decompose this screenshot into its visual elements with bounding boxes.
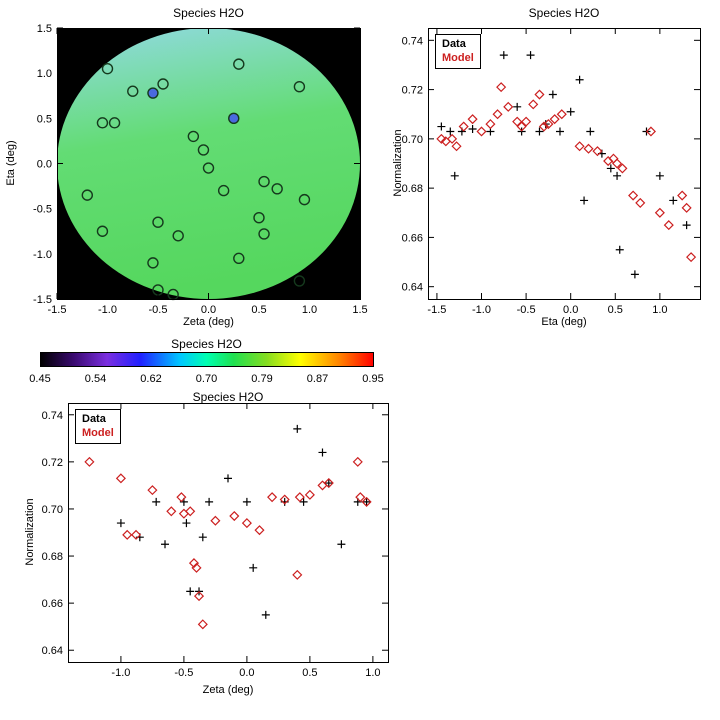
svg-text:0.74: 0.74 bbox=[42, 410, 63, 422]
svg-text:-1.0: -1.0 bbox=[33, 249, 52, 261]
zeta-plot-canvas: -1.0 -0.5 0.0 0.5 1.0 0.64 0.66 0.68 0.70 0.72 0.7… bbox=[42, 403, 389, 679]
svg-text:1.5: 1.5 bbox=[37, 23, 52, 35]
svg-text:0.0: 0.0 bbox=[37, 159, 52, 171]
svg-text:0.0: 0.0 bbox=[563, 304, 578, 316]
highlighted-aperture-marker bbox=[228, 112, 240, 125]
eta-plot-legend: Data Model bbox=[435, 34, 481, 69]
colorbar-canvas: 0.45 0.54 0.62 0.70 0.79 0.87 0.95 bbox=[29, 352, 384, 385]
zeta-plot-xlabel: Zeta (deg) bbox=[202, 684, 254, 696]
svg-text:-0.5: -0.5 bbox=[517, 304, 536, 316]
svg-text:0.64: 0.64 bbox=[42, 645, 63, 657]
legend-model-label: Model bbox=[442, 52, 474, 64]
aperture-markers bbox=[81, 58, 311, 301]
colorbar-title: Species H2O bbox=[171, 337, 242, 351]
svg-text:0.45: 0.45 bbox=[29, 373, 50, 385]
svg-text:0.79: 0.79 bbox=[251, 373, 272, 385]
svg-text:-1.5: -1.5 bbox=[427, 304, 446, 316]
map-panel: -1.5 -1.0 -0.5 0.0 0.5 1.0 1.5 -1.5 -1.0 -0.5 0.0 0… bbox=[0, 0, 400, 335]
svg-text:0.72: 0.72 bbox=[402, 85, 423, 97]
svg-text:1.0: 1.0 bbox=[652, 304, 667, 316]
zeta-scatter-panel: -1.0 -0.5 0.0 0.5 1.0 0.64 0.66 0.68 0.70 0.72 0.7… bbox=[0, 390, 400, 720]
zeta-plot-title: Species H2O bbox=[192, 390, 264, 404]
axes-frame bbox=[68, 403, 389, 663]
colorbar-tick-labels: 0.45 0.54 0.62 0.70 0.79 0.87 0.95 bbox=[29, 373, 383, 385]
svg-text:1.0: 1.0 bbox=[365, 667, 380, 679]
svg-text:0.70: 0.70 bbox=[402, 134, 423, 146]
svg-text:0.72: 0.72 bbox=[42, 457, 63, 469]
series-model bbox=[436, 82, 697, 263]
svg-text:-0.5: -0.5 bbox=[174, 667, 193, 679]
legend-model-label: Model bbox=[82, 427, 114, 439]
eta-plot-canvas: -1.5 -1.0 -0.5 0.0 0.5 1.0 0.64 0.66 0.68 0.70 0.7… bbox=[402, 28, 701, 316]
svg-text:0.5: 0.5 bbox=[37, 113, 52, 125]
axes-frame bbox=[56, 27, 361, 300]
tick-labels: -1.0 -0.5 0.0 0.5 1.0 0.64 0.66 0.68 0.70 0.72 0.7… bbox=[42, 410, 381, 679]
eta-plot-xlabel: Eta (deg) bbox=[541, 316, 587, 328]
tick-labels: -1.5 -1.0 -0.5 0.0 0.5 1.0 1.5 -1.5 -1.0 -0.5 0.0 0… bbox=[33, 23, 368, 316]
svg-text:-0.5: -0.5 bbox=[33, 204, 52, 216]
svg-text:-1.0: -1.0 bbox=[98, 304, 117, 316]
svg-text:0.5: 0.5 bbox=[302, 667, 317, 679]
svg-text:1.0: 1.0 bbox=[302, 304, 317, 316]
zeta-plot-ylabel: Normalization bbox=[24, 498, 36, 566]
legend-data-label: Data bbox=[442, 38, 466, 50]
eta-plot-ylabel: Normalization bbox=[392, 129, 404, 197]
svg-text:0.54: 0.54 bbox=[85, 373, 106, 385]
svg-text:0.64: 0.64 bbox=[402, 282, 423, 294]
map-plot-canvas: -1.5 -1.0 -0.5 0.0 0.5 1.0 1.5 -1.5 -1.0 -0.5 0.0 0… bbox=[33, 23, 368, 316]
zeta-plot-legend: Data Model bbox=[75, 409, 121, 444]
svg-text:-1.5: -1.5 bbox=[33, 294, 52, 306]
svg-text:0.0: 0.0 bbox=[201, 304, 216, 316]
axes-frame bbox=[428, 28, 701, 300]
map-title: Species H2O bbox=[173, 6, 244, 20]
svg-text:1.5: 1.5 bbox=[352, 304, 367, 316]
tick-labels: -1.5 -1.0 -0.5 0.0 0.5 1.0 0.64 0.66 0.68 0.70 0.7… bbox=[402, 35, 668, 316]
svg-text:0.70: 0.70 bbox=[42, 504, 63, 516]
series-data bbox=[110, 424, 371, 619]
colorbar-gradient bbox=[40, 352, 374, 367]
svg-text:0.68: 0.68 bbox=[42, 551, 63, 563]
svg-text:0.87: 0.87 bbox=[307, 373, 328, 385]
map-ylabel: Eta (deg) bbox=[5, 140, 17, 186]
svg-text:1.0: 1.0 bbox=[37, 68, 52, 80]
map-xlabel: Zeta (deg) bbox=[183, 316, 234, 328]
svg-text:0.62: 0.62 bbox=[140, 373, 161, 385]
series-data bbox=[437, 51, 691, 279]
svg-text:-1.0: -1.0 bbox=[111, 667, 130, 679]
eta-plot-title: Species H2O bbox=[528, 6, 600, 20]
svg-text:0.66: 0.66 bbox=[42, 598, 63, 610]
svg-text:0.95: 0.95 bbox=[362, 373, 383, 385]
svg-text:0.70: 0.70 bbox=[196, 373, 217, 385]
svg-text:0.5: 0.5 bbox=[251, 304, 266, 316]
svg-text:-0.5: -0.5 bbox=[149, 304, 168, 316]
colorbar-panel: 0.45 0.54 0.62 0.70 0.79 0.87 0.95 Species H2O bbox=[0, 336, 400, 390]
legend-data-label: Data bbox=[82, 413, 106, 425]
series-model bbox=[84, 456, 372, 630]
svg-text:0.5: 0.5 bbox=[608, 304, 623, 316]
highlighted-aperture-marker bbox=[147, 87, 159, 99]
svg-text:-1.0: -1.0 bbox=[472, 304, 491, 316]
svg-text:0.68: 0.68 bbox=[402, 183, 423, 195]
svg-text:0.0: 0.0 bbox=[239, 667, 254, 679]
svg-text:-1.5: -1.5 bbox=[48, 304, 67, 316]
svg-text:0.74: 0.74 bbox=[402, 35, 423, 47]
eta-scatter-panel: -1.5 -1.0 -0.5 0.0 0.5 1.0 0.64 0.66 0.68 0.70 0.7… bbox=[388, 0, 720, 335]
svg-text:0.66: 0.66 bbox=[402, 232, 423, 244]
